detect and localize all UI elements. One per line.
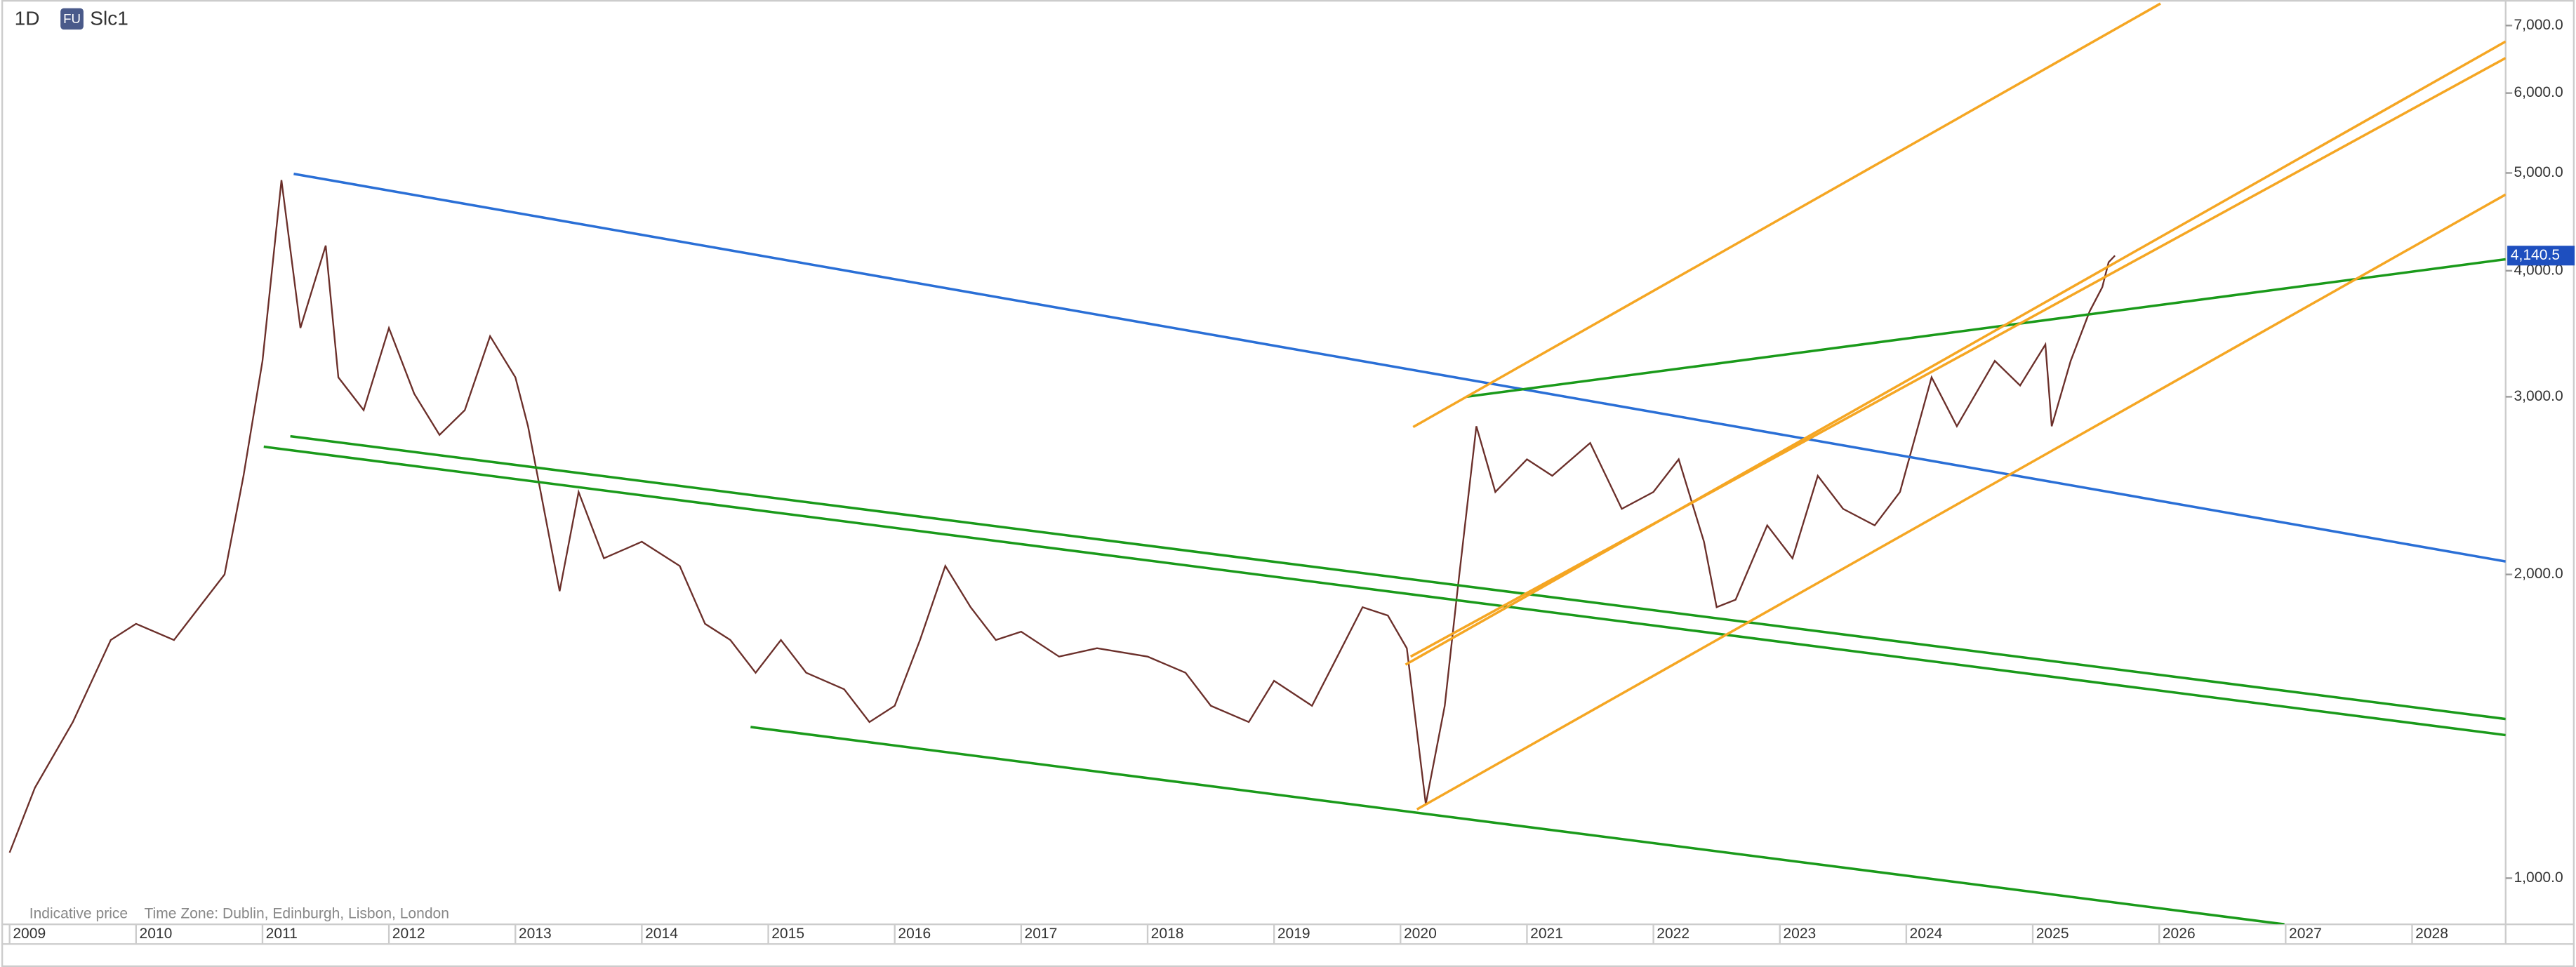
trend-line [1466,258,2506,399]
y-tick-label: 5,000.0 [2514,164,2563,180]
x-tick-label: 2013 [519,926,552,942]
x-tick-label: 2028 [2415,926,2448,942]
x-tick-label: 2010 [139,926,172,942]
y-tick-label: 6,000.0 [2514,84,2563,100]
last-price-box [2507,246,2575,266]
x-tick-label: 2014 [645,926,678,942]
x-tick-label: 2024 [1910,926,1943,942]
y-tick-label: 2,000.0 [2514,566,2563,582]
x-tick-label: 2016 [898,926,931,942]
x-tick-label: 2022 [1657,926,1689,942]
y-tick-label: 4,000.0 [2514,262,2563,278]
y-tick-label: 3,000.0 [2514,388,2563,404]
y-tick-label: 7,000.0 [2514,17,2563,33]
x-tick-label: 2015 [771,926,804,942]
x-tick-label: 2019 [1277,926,1310,942]
x-tick-label: 2021 [1530,926,1563,942]
x-tick-label: 2027 [2289,926,2322,942]
badge: FU [63,11,81,26]
trend-line [290,434,2506,721]
trend-line [1412,2,2161,429]
last-price-label: 4,140.5 [2511,247,2560,263]
x-tick-label: 2011 [266,926,298,942]
trend-line [1416,193,2506,811]
badge-bg [60,8,84,30]
footer-timezone: Time Zone: Dublin, Edinburgh, Lisbon, Lo… [144,906,449,922]
trend-line [750,726,2285,925]
trend-line [263,445,2506,737]
symbol[interactable]: Slc1 [90,7,128,29]
price-line [8,180,2116,853]
x-tick-label: 2012 [392,926,425,942]
x-tick-label: 2026 [2163,926,2196,942]
interval[interactable]: 1D [15,7,40,29]
x-tick-label: 2009 [13,926,46,942]
x-tick-label: 2023 [1783,926,1816,942]
trend-line [293,172,2506,563]
footer-note: Indicative price [29,906,128,922]
x-tick-label: 2017 [1025,926,1058,942]
x-tick-label: 2018 [1151,926,1184,942]
y-tick-label: 1,000.0 [2514,869,2563,886]
trend-line [1405,40,2506,666]
trend-line [1409,57,2506,658]
x-tick-label: 2025 [2036,926,2069,942]
x-tick-label: 2020 [1404,926,1437,942]
